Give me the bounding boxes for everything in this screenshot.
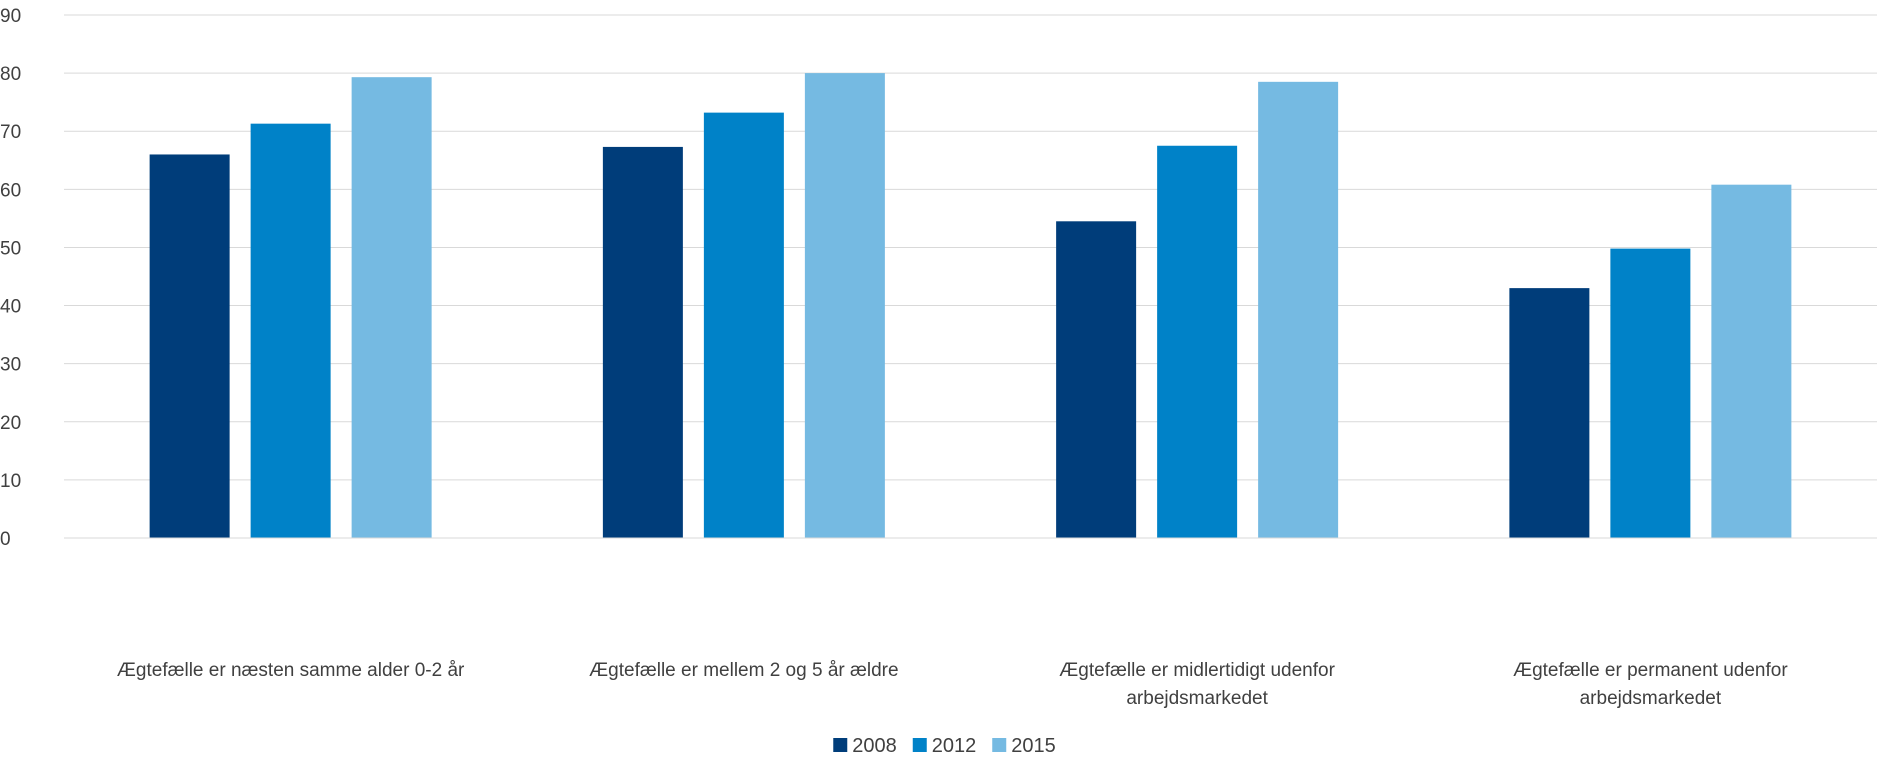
legend-item-2015: 2015 xyxy=(992,735,1056,757)
bar-2012-cat-1 xyxy=(250,123,331,538)
legend-swatch xyxy=(992,738,1007,752)
bar-2008-cat-1 xyxy=(149,154,230,538)
legend-item-2012: 2012 xyxy=(912,735,977,757)
y-tick-label: 80 xyxy=(0,64,21,85)
y-tick-label: 90 xyxy=(0,6,21,27)
category-label: arbejdsmarkedet xyxy=(1580,688,1722,709)
legend-swatch xyxy=(912,738,927,752)
y-tick-label: 70 xyxy=(0,122,21,143)
category-label: Ægtefælle er permanent udenfor xyxy=(1513,660,1788,681)
bar-2008-cat-2 xyxy=(602,146,683,538)
y-tick-label: 50 xyxy=(0,238,21,259)
y-tick-label: 20 xyxy=(0,413,21,434)
legend-swatch xyxy=(833,738,848,752)
bar-2012-cat-4 xyxy=(1610,248,1691,538)
category-label: Ægtefælle er midlertidigt udenfor xyxy=(1059,660,1335,681)
bar-2015-cat-3 xyxy=(1258,81,1339,539)
y-tick-label: 60 xyxy=(0,180,21,201)
y-tick-label: 40 xyxy=(0,297,21,318)
y-axis-tick-labels: 0 10 20 30 40 50 60 70 80 90 xyxy=(0,6,21,550)
category-labels: Ægtefælle er næsten samme alder 0-2 år Æg… xyxy=(117,660,1788,709)
legend-item-2008: 2008 xyxy=(833,735,897,757)
legend-label: 2015 xyxy=(1011,735,1056,757)
bar-2012-cat-2 xyxy=(703,112,784,539)
bars xyxy=(149,73,1792,539)
bar-2008-cat-4 xyxy=(1509,288,1590,538)
legend: 2008 2012 2015 xyxy=(833,735,1056,757)
category-label: arbejdsmarkedet xyxy=(1126,688,1268,709)
y-tick-label: 30 xyxy=(0,355,21,376)
legend-label: 2008 xyxy=(852,735,897,757)
grid-lines xyxy=(64,14,1877,481)
bar-2012-cat-3 xyxy=(1157,145,1238,538)
legend-label: 2012 xyxy=(932,735,977,757)
y-tick-label: 0 xyxy=(0,529,11,550)
category-label: Ægtefælle er mellem 2 og 5 år ældre xyxy=(589,660,898,681)
bar-2015-cat-4 xyxy=(1711,184,1792,538)
category-label: Ægtefælle er næsten samme alder 0-2 år xyxy=(117,660,465,681)
y-tick-label: 10 xyxy=(0,471,21,492)
bar-2015-cat-1 xyxy=(351,77,432,538)
bar-2015-cat-2 xyxy=(804,73,885,538)
bar-2008-cat-3 xyxy=(1056,221,1137,539)
